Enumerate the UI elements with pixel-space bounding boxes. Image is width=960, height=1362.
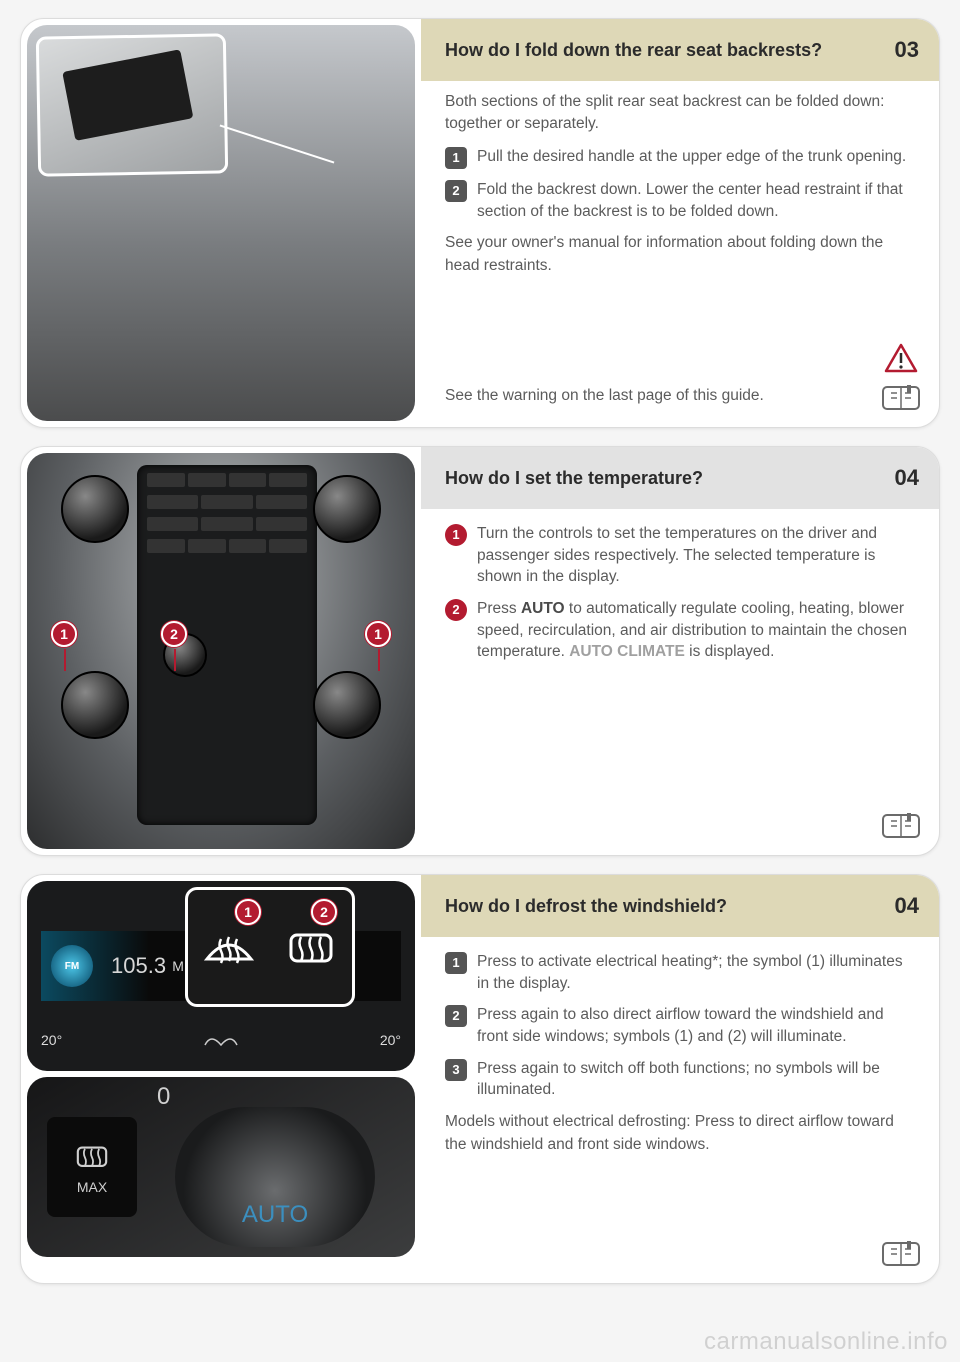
page-number: 03 [895, 37, 919, 63]
section-content: How do I fold down the rear seat backres… [421, 19, 939, 427]
step-list: 1 Pull the desired handle at the upper e… [445, 146, 915, 222]
auto-label: AUTO [242, 1201, 308, 1229]
callout-pin: 2 [161, 621, 187, 647]
step-badge: 1 [445, 147, 467, 169]
section-body: 1 Press to activate electrical heating*;… [421, 937, 939, 1166]
temp-left: 20° [41, 1032, 62, 1048]
section-title: How do I set the temperature? [445, 468, 703, 489]
step-text: Press again to also direct airflow towar… [477, 1004, 915, 1047]
step-list: 1 Turn the controls to set the temperatu… [445, 523, 915, 663]
defrost-icon [70, 1139, 114, 1173]
section-backrests: How do I fold down the rear seat backres… [20, 18, 940, 428]
pin-line [174, 649, 176, 671]
defrost-front-icon [201, 923, 257, 971]
step-badge: 2 [445, 1005, 467, 1027]
climate-bar: 20° 20° [41, 1025, 401, 1055]
step-item: 1 Press to activate electrical heating*;… [445, 951, 915, 994]
section-temperature: 1 2 1 How do I set the temperature? 04 1… [20, 446, 940, 856]
page-number: 04 [895, 893, 919, 919]
step-list: 1 Press to activate electrical heating*;… [445, 951, 915, 1101]
section-title-bar: How do I set the temperature? 04 [421, 447, 939, 509]
handle-inset [36, 33, 228, 176]
step-text: Press again to switch off both functions… [477, 1058, 915, 1101]
climate-photo: 1 2 1 [27, 453, 415, 849]
trailer-text: See your owner's manual for information … [445, 232, 915, 277]
defrost-status-icon [201, 1029, 241, 1049]
page-number: 04 [895, 465, 919, 491]
section-title: How do I fold down the rear seat backres… [445, 40, 822, 61]
callout-pin: 1 [51, 621, 77, 647]
callout-pin: 2 [311, 899, 337, 925]
section-content: How do I defrost the windshield? 04 1 Pr… [421, 875, 939, 1283]
section-title: How do I defrost the windshield? [445, 896, 727, 917]
section-body: Both sections of the split rear seat bac… [421, 81, 939, 287]
section-image: FM 105.3 M 20° 20° [21, 875, 421, 1283]
step-badge: 3 [445, 1059, 467, 1081]
manual-icon [881, 811, 921, 841]
pin-line [64, 649, 66, 671]
intro-text: Both sections of the split rear seat bac… [445, 91, 915, 136]
section-defrost: FM 105.3 M 20° 20° [20, 874, 940, 1284]
callout-line [220, 125, 335, 164]
max-label: MAX [77, 1179, 107, 1195]
defrost-rear-icon [283, 923, 339, 971]
step-badge: 1 [445, 952, 467, 974]
trunk-photo [27, 25, 415, 421]
step-text: Turn the controls to set the temperature… [477, 523, 915, 588]
step-text: Pull the desired handle at the upper edg… [477, 146, 906, 169]
icon-row [881, 1239, 921, 1269]
temp-right: 20° [380, 1032, 401, 1048]
zero-mark: 0 [157, 1083, 170, 1111]
step-item: 1 Pull the desired handle at the upper e… [445, 146, 915, 169]
section-content: How do I set the temperature? 04 1 Turn … [421, 447, 939, 855]
step-text: Fold the backrest down. Lower the center… [477, 179, 915, 222]
step-item: 3 Press again to switch off both functio… [445, 1058, 915, 1101]
radio-freq: 105.3 [111, 953, 166, 979]
manual-icon [881, 1239, 921, 1269]
temp-knob-left [61, 671, 129, 739]
section-image [21, 19, 421, 427]
warning-note: See the warning on the last page of this… [445, 387, 859, 405]
callout-pin: 1 [235, 899, 261, 925]
radio-band: M [172, 958, 184, 974]
display-photo: FM 105.3 M 20° 20° [27, 881, 415, 1071]
section-body: 1 Turn the controls to set the temperatu… [421, 509, 939, 673]
callout-pin: 1 [365, 621, 391, 647]
step-badge: 2 [445, 180, 467, 202]
warning-icon [884, 343, 918, 373]
step-text: Press AUTO to automatically regulate coo… [477, 598, 915, 663]
section-image: 1 2 1 [21, 447, 421, 855]
step-item: 1 Turn the controls to set the temperatu… [445, 523, 915, 588]
section-title-bar: How do I fold down the rear seat backres… [421, 19, 939, 81]
max-defrost-button: MAX [47, 1117, 137, 1217]
manual-icon [881, 383, 921, 413]
icon-row [881, 343, 921, 413]
step-item: 2 Fold the backrest down. Lower the cent… [445, 179, 915, 222]
step-item: 2 Press again to also direct airflow tow… [445, 1004, 915, 1047]
volume-knob [61, 475, 129, 543]
fm-badge: FM [51, 945, 93, 987]
trailer-text: Models without electrical defrosting: Pr… [445, 1111, 915, 1156]
watermark: carmanualsonline.info [704, 1328, 948, 1356]
auto-fan-knob: AUTO [175, 1107, 375, 1247]
section-title-bar: How do I defrost the windshield? 04 [421, 875, 939, 937]
step-item: 2 Press AUTO to automatically regulate c… [445, 598, 915, 663]
step-badge: 1 [445, 524, 467, 546]
pin-line [378, 649, 380, 671]
step-text: Press to activate electrical heating*; t… [477, 951, 915, 994]
button-photo: MAX 0 AUTO [27, 1077, 415, 1257]
tune-knob [313, 475, 381, 543]
temp-knob-right [313, 671, 381, 739]
icon-row [881, 811, 921, 841]
step-badge: 2 [445, 599, 467, 621]
